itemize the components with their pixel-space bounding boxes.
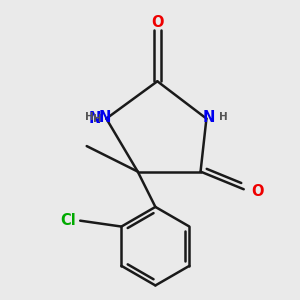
Text: H: H <box>219 112 228 122</box>
Text: O: O <box>252 184 264 199</box>
Text: N: N <box>89 111 101 126</box>
Text: Cl: Cl <box>61 213 76 228</box>
Text: N: N <box>98 110 110 125</box>
Text: O: O <box>151 15 164 30</box>
Text: H: H <box>93 114 101 124</box>
Text: N: N <box>202 110 214 125</box>
Text: H: H <box>85 112 94 122</box>
